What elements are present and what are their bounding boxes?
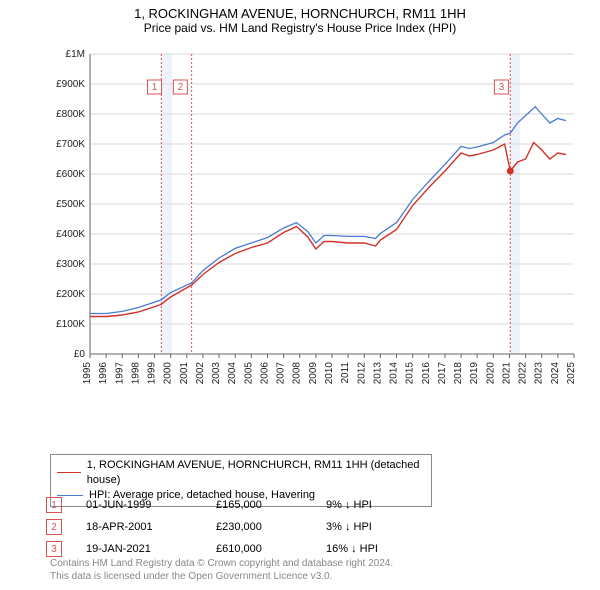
svg-text:1996: 1996: [98, 362, 109, 385]
svg-text:2013: 2013: [372, 362, 383, 385]
legend-label-1: 1, ROCKINGHAM AVENUE, HORNCHURCH, RM11 1…: [87, 458, 425, 488]
svg-text:2016: 2016: [421, 362, 432, 385]
svg-text:2012: 2012: [356, 362, 367, 385]
sale-row: 3 19-JAN-2021£610,00016% ↓ HPI: [46, 540, 436, 558]
svg-text:£1M: £1M: [66, 49, 85, 60]
footer-line2: This data is licensed under the Open Gov…: [50, 570, 393, 583]
sale-row: 2 18-APR-2001£230,0003% ↓ HPI: [46, 518, 436, 536]
svg-text:£400K: £400K: [56, 229, 85, 240]
title-line1: 1, ROCKINGHAM AVENUE, HORNCHURCH, RM11 1…: [0, 0, 600, 21]
svg-text:£800K: £800K: [56, 109, 85, 120]
svg-text:2010: 2010: [324, 362, 335, 385]
footer: Contains HM Land Registry data © Crown c…: [50, 557, 393, 583]
svg-text:£700K: £700K: [56, 139, 85, 150]
svg-text:1998: 1998: [130, 362, 141, 385]
svg-text:3: 3: [499, 82, 505, 93]
svg-text:2014: 2014: [389, 362, 400, 385]
svg-text:£200K: £200K: [56, 289, 85, 300]
svg-text:2022: 2022: [518, 362, 529, 385]
sale-badge: 1: [46, 497, 62, 513]
svg-text:2008: 2008: [292, 362, 303, 385]
sale-price: £165,000: [216, 499, 326, 511]
sale-badge: 2: [46, 519, 62, 535]
sale-date: 18-APR-2001: [86, 521, 216, 533]
svg-text:2018: 2018: [453, 362, 464, 385]
svg-text:£100K: £100K: [56, 319, 85, 330]
svg-text:£300K: £300K: [56, 259, 85, 270]
sale-date: 19-JAN-2021: [86, 543, 216, 555]
svg-text:£500K: £500K: [56, 199, 85, 210]
sale-row: 1 01-JUN-1999£165,0009% ↓ HPI: [46, 496, 436, 514]
svg-text:1995: 1995: [82, 362, 93, 385]
svg-text:2015: 2015: [405, 362, 416, 385]
sale-delta: 3% ↓ HPI: [326, 521, 436, 533]
sale-price: £230,000: [216, 521, 326, 533]
svg-text:2017: 2017: [437, 362, 448, 385]
svg-text:2020: 2020: [485, 362, 496, 385]
svg-text:2023: 2023: [534, 362, 545, 385]
svg-text:2005: 2005: [243, 362, 254, 385]
legend-swatch-1: [57, 472, 81, 473]
svg-text:2025: 2025: [566, 362, 577, 385]
chart: £0 £100K £200K £300K £400K £500K £600K £700K £80…: [50, 48, 580, 398]
sales-table: 1 01-JUN-1999£165,0009% ↓ HPI 2 18-APR-2001…: [46, 496, 436, 562]
svg-text:2: 2: [178, 82, 184, 93]
chart-container: 1, ROCKINGHAM AVENUE, HORNCHURCH, RM11 1…: [0, 0, 600, 590]
svg-text:£900K: £900K: [56, 79, 85, 90]
svg-text:£0: £0: [74, 349, 86, 360]
svg-text:1999: 1999: [147, 362, 158, 385]
svg-text:1997: 1997: [114, 362, 125, 385]
sale-badge: 3: [46, 541, 62, 557]
sale-delta: 16% ↓ HPI: [326, 543, 436, 555]
svg-text:2009: 2009: [308, 362, 319, 385]
svg-text:1: 1: [152, 82, 158, 93]
svg-text:2003: 2003: [211, 362, 222, 385]
title-line2: Price paid vs. HM Land Registry's House …: [0, 21, 600, 35]
svg-text:2011: 2011: [340, 362, 351, 384]
svg-text:2024: 2024: [550, 362, 561, 385]
svg-text:2002: 2002: [195, 362, 206, 385]
svg-text:2007: 2007: [276, 362, 287, 385]
sale-price: £610,000: [216, 543, 326, 555]
legend-row-1: 1, ROCKINGHAM AVENUE, HORNCHURCH, RM11 1…: [57, 458, 425, 488]
sale-date: 01-JUN-1999: [86, 499, 216, 511]
footer-line1: Contains HM Land Registry data © Crown c…: [50, 557, 393, 570]
svg-text:2019: 2019: [469, 362, 480, 385]
svg-text:2021: 2021: [501, 362, 512, 385]
svg-text:£600K: £600K: [56, 169, 85, 180]
svg-text:2001: 2001: [179, 362, 190, 385]
svg-text:2000: 2000: [163, 362, 174, 385]
svg-text:2004: 2004: [227, 362, 238, 385]
svg-text:2006: 2006: [259, 362, 270, 385]
sale-delta: 9% ↓ HPI: [326, 499, 436, 511]
